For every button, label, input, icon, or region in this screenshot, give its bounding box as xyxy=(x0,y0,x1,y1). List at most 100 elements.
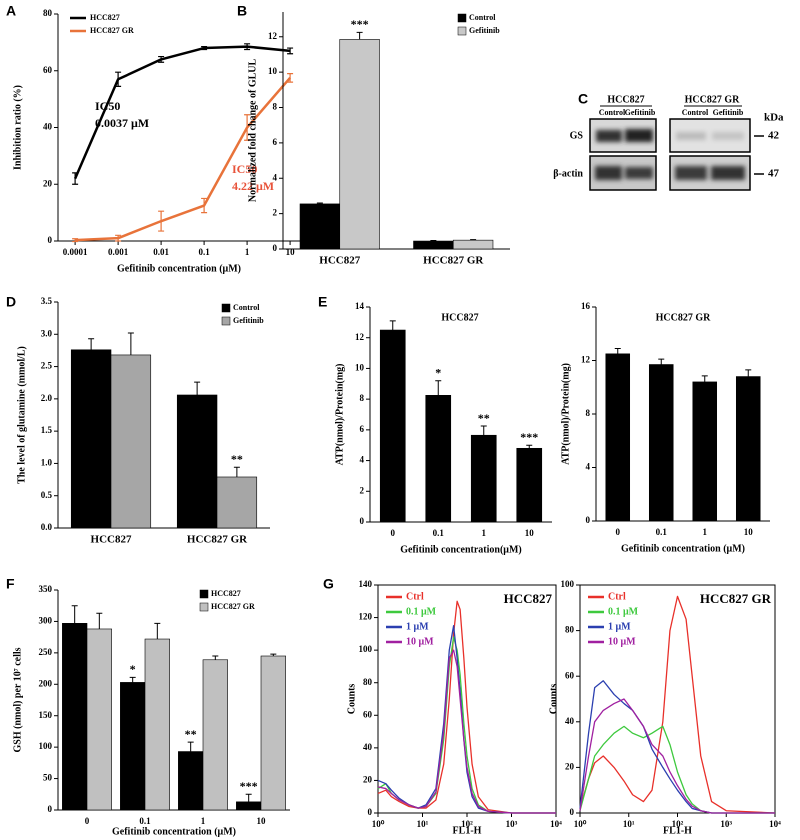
bar xyxy=(144,638,170,811)
x-tick-label: 0 xyxy=(616,527,621,537)
legend-label: Control xyxy=(469,13,496,22)
y-axis-label: Normalized fold change of GLUL xyxy=(247,59,258,203)
x-tick-label: HCC827 GR xyxy=(423,255,484,267)
chart-title: HCC827 GR xyxy=(700,591,772,606)
y-tick-label: 8 xyxy=(586,408,591,418)
x-tick-label: 1 xyxy=(703,527,708,537)
lane-label: Gefitinib xyxy=(625,108,656,117)
x-axis-label: Gefitinib concentration (μM) xyxy=(112,826,236,837)
x-tick-label: 1 xyxy=(245,247,250,257)
error-bar xyxy=(614,347,621,354)
panel-label: F xyxy=(6,576,15,592)
bar xyxy=(202,659,228,811)
legend-label: 10 μM xyxy=(406,636,434,647)
significance-label: * xyxy=(435,365,441,379)
y-axis-label: ATP(nmol)/Protein(mg) xyxy=(334,364,345,466)
lane-label: Control xyxy=(599,108,626,117)
y-tick-label: 0 xyxy=(48,804,53,814)
x-tick-label: 0 xyxy=(391,528,396,538)
error-bar xyxy=(270,653,277,656)
y-tick-label: 100 xyxy=(359,644,373,654)
y-tick-label: 4 xyxy=(586,462,591,472)
x-tick-label: HCC827 GR xyxy=(187,534,248,546)
y-tick-label: 0 xyxy=(273,243,278,253)
bar xyxy=(516,447,543,523)
blot-border xyxy=(589,155,657,191)
error-bar xyxy=(201,197,208,214)
error-bar xyxy=(701,375,708,382)
error-bar xyxy=(658,358,665,365)
y-tick-label: 14 xyxy=(355,301,365,311)
chart-title: HCC827 xyxy=(504,591,553,606)
lane-label: Gefitinib xyxy=(713,108,744,117)
y-tick-label: 20 xyxy=(363,774,373,784)
y-tick-label: 120 xyxy=(359,612,373,622)
bar xyxy=(86,628,112,811)
significance-label: ** xyxy=(478,411,490,425)
x-tick-label: 10 xyxy=(525,528,535,538)
series-line xyxy=(73,45,291,180)
y-tick-label: 6 xyxy=(273,137,278,147)
error-bar xyxy=(233,466,240,477)
error-bar xyxy=(435,380,442,396)
annotation: IC50 xyxy=(95,99,120,113)
x-tick-label: 0 xyxy=(85,816,90,826)
y-tick-label: 0.0 xyxy=(41,522,53,532)
y-tick-label: 0 xyxy=(586,515,591,525)
panel-label: B xyxy=(237,3,247,19)
blot-bands xyxy=(595,129,745,180)
y-tick-label: 40 xyxy=(363,742,373,752)
legend-swatch xyxy=(221,316,231,326)
bar xyxy=(379,329,406,523)
y-tick-label: 0.5 xyxy=(41,490,53,500)
x-axis-label: Gefitinib concentration (μM) xyxy=(621,543,745,554)
western-blot: HCC827 HCC827 GR Control Gefitinib Contr… xyxy=(553,94,784,191)
y-axis-label: GSH (nmol) per 10⁷ cells xyxy=(12,647,23,752)
panel-label: C xyxy=(578,91,588,107)
y-tick-label: 250 xyxy=(39,647,53,657)
y-axis-label: Counts xyxy=(548,684,559,715)
series-line xyxy=(377,649,556,814)
legend-swatch xyxy=(457,26,467,36)
y-tick-label: 3.5 xyxy=(41,296,53,306)
significance-label: ** xyxy=(231,452,243,466)
y-tick-label: 12 xyxy=(581,355,591,365)
annotation: 4.22 μM xyxy=(232,179,274,193)
x-tick-label: 10 xyxy=(286,247,296,257)
y-tick-label: 0 xyxy=(360,516,365,526)
y-tick-label: 80 xyxy=(565,625,575,635)
x-tick-label: 10⁰ xyxy=(372,819,385,829)
y-tick-label: 20 xyxy=(565,761,575,771)
legend-label: 1 μM xyxy=(406,621,429,632)
chart-title: HCC827 xyxy=(441,312,478,323)
significance-label: *** xyxy=(240,779,258,793)
bar xyxy=(452,239,494,250)
legend-label: Control xyxy=(233,303,260,312)
error-bar xyxy=(287,47,294,55)
bar xyxy=(260,655,286,811)
x-tick-label: 10⁴ xyxy=(550,819,562,829)
bar xyxy=(62,623,88,811)
error-bar xyxy=(71,605,78,624)
series-line xyxy=(579,595,776,814)
y-tick-label: 8 xyxy=(273,102,278,112)
y-tick-label: 12 xyxy=(355,332,365,342)
y-axis-label: ATP(nmol)/Protein(mg) xyxy=(560,363,571,465)
y-tick-label: 0 xyxy=(48,235,53,245)
y-tick-label: 4 xyxy=(273,172,278,182)
series-line xyxy=(579,725,775,814)
y-tick-label: 20 xyxy=(43,178,53,188)
significance-label: ** xyxy=(185,727,197,741)
series-line xyxy=(579,680,775,814)
x-tick-label: 10³ xyxy=(720,819,732,829)
significance-label: *** xyxy=(520,430,538,444)
error-bar xyxy=(245,793,252,802)
y-tick-label: 100 xyxy=(39,741,53,751)
error-bar xyxy=(480,425,487,436)
error-bar xyxy=(96,612,103,629)
bar xyxy=(178,751,204,811)
y-tick-label: 40 xyxy=(565,716,575,726)
blot-group: HCC827 xyxy=(607,94,644,105)
marker-label: 42 xyxy=(768,130,780,142)
significance-label: *** xyxy=(351,17,369,31)
